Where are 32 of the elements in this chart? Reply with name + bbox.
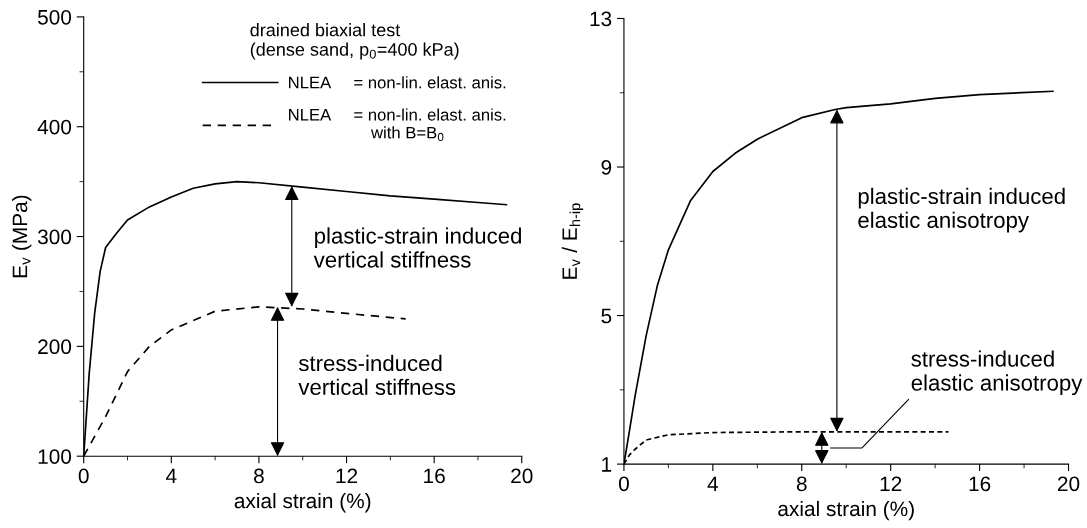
x-tick-label: 0 <box>618 476 629 492</box>
y-tick-label: 500 <box>37 9 72 25</box>
x-tick-label: 12 <box>880 476 902 492</box>
y-tick-label: 200 <box>38 339 72 355</box>
legend-title: drained biaxial test (dense sand, p$_{0}$=400 kPa) <box>250 23 459 60</box>
legend-label: NLEA = non-lin. elast. anis. with B=B$_{0}$ <box>289 108 506 142</box>
y-tick-label: 1 <box>602 457 612 472</box>
legend-label: NLEA = non-lin. elast. anis. <box>289 76 506 89</box>
y-tick-label: 400 <box>37 119 72 135</box>
x-tick-label: 20 <box>1057 476 1080 492</box>
x-tick-label: 16 <box>424 468 445 484</box>
x-tick-label: 16 <box>969 476 991 492</box>
annotation: plastic-strain induced elastic anisotropy <box>858 187 1065 233</box>
x-tick-label: 4 <box>707 476 719 492</box>
annotation: stress-induced elastic anisotropy <box>911 350 1083 396</box>
y-tick-label: 5 <box>601 308 612 324</box>
x-tick-label: 4 <box>166 468 177 484</box>
x-tick-label: 8 <box>796 476 807 492</box>
x-tick-label: 8 <box>254 468 264 484</box>
x-tick-label: 12 <box>336 468 358 484</box>
x-tick-label: 20 <box>511 468 533 484</box>
y-axis-title: E$_{v}$ (MPa) <box>12 195 32 278</box>
y-axis-title: E$_{v}$ / E$_{h‐ip}$ <box>561 203 584 279</box>
y-tick-label: 100 <box>38 449 72 464</box>
x-tick-label: 0 <box>78 468 89 484</box>
y-tick-label: 300 <box>37 229 72 245</box>
x-axis-title: axial strain (%) <box>234 492 371 513</box>
y-tick-label: 9 <box>601 160 612 175</box>
x-axis-title: axial strain (%) <box>778 500 914 521</box>
annotation: plastic-strain induced vertical stiffness <box>313 227 521 268</box>
annotation: stress-induced vertical stiffness <box>298 354 456 396</box>
y-tick-label: 13 <box>590 11 612 27</box>
